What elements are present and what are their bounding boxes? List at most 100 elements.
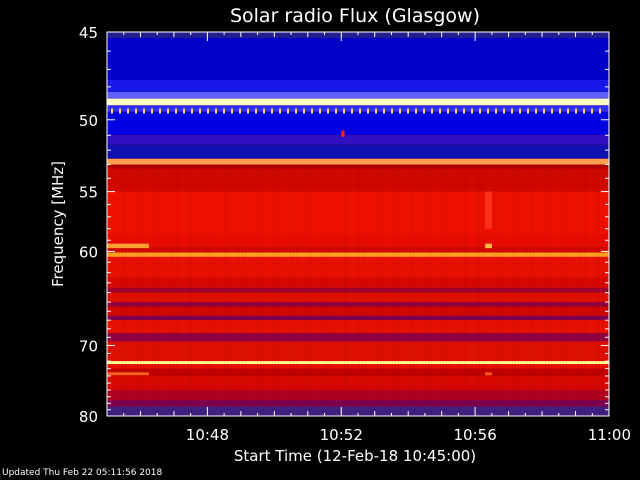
texture-stripe <box>584 168 585 416</box>
texture-stripe <box>551 168 552 416</box>
frequency-band <box>107 277 609 288</box>
texture-stripe <box>122 168 123 416</box>
frequency-band <box>107 191 609 235</box>
frequency-band <box>107 247 609 253</box>
texture-stripe <box>188 168 189 416</box>
texture-stripe <box>182 169 183 416</box>
texture-stripe <box>533 168 534 416</box>
texture-stripe <box>419 169 420 416</box>
texture-stripe <box>326 168 327 416</box>
texture-stripe <box>353 169 354 416</box>
frequency-band <box>107 368 609 376</box>
texture-stripe <box>578 168 579 416</box>
texture-stripe <box>479 168 480 416</box>
interference-dot <box>199 108 201 114</box>
y-tick-label: 60 <box>79 243 98 261</box>
frequency-band <box>107 364 609 369</box>
texture-stripe <box>311 168 312 416</box>
frequency-band <box>107 252 609 257</box>
interference-dot <box>175 108 177 114</box>
texture-stripe <box>389 169 390 416</box>
texture-stripe <box>446 168 447 416</box>
interference-dot <box>591 108 593 114</box>
texture-stripe <box>587 169 588 416</box>
texture-stripe <box>506 169 507 416</box>
interference-dot <box>287 108 289 114</box>
interference-dot <box>431 108 433 114</box>
texture-stripe <box>599 168 600 416</box>
texture-stripe <box>431 168 432 416</box>
texture-stripe <box>356 169 357 416</box>
x-axis: 10:48 10:52 10:56 11:00 <box>106 32 631 444</box>
interference-dot <box>487 108 489 114</box>
interference-dot <box>255 108 257 114</box>
texture-stripe <box>374 168 375 416</box>
texture-stripe <box>371 169 372 416</box>
texture-stripe <box>161 169 162 416</box>
texture-stripe <box>524 169 525 416</box>
texture-stripe <box>452 169 453 416</box>
frequency-band <box>107 302 609 307</box>
interference-dot <box>327 108 329 114</box>
texture-stripe <box>596 168 597 416</box>
texture-stripe <box>215 169 216 416</box>
texture-stripe <box>197 169 198 416</box>
texture-stripe <box>476 168 477 416</box>
texture-stripe <box>314 169 315 416</box>
texture-stripe <box>458 169 459 416</box>
texture-stripe <box>455 169 456 416</box>
texture-stripe <box>443 168 444 416</box>
x-tick-label: 10:48 <box>186 426 229 444</box>
texture-stripe <box>380 168 381 416</box>
interference-dot <box>167 108 169 114</box>
texture-stripe <box>308 168 309 416</box>
texture-stripe <box>266 169 267 416</box>
frequency-band <box>107 111 609 136</box>
interference-dot <box>207 108 209 114</box>
feature-burst <box>107 243 149 249</box>
texture-stripe <box>236 169 237 416</box>
y-axis-label: Frequency [MHz] <box>49 161 67 287</box>
updated-timestamp: Updated Thu Feb 22 05:11:56 2018 <box>2 468 163 478</box>
texture-stripe <box>227 168 228 416</box>
texture-stripe <box>329 168 330 416</box>
texture-stripe <box>209 168 210 416</box>
texture-stripe <box>113 169 114 416</box>
interference-dot <box>383 108 385 114</box>
texture-stripe <box>203 169 204 416</box>
frequency-band <box>107 287 609 293</box>
texture-stripe <box>401 169 402 416</box>
texture-stripe <box>566 168 567 416</box>
texture-stripe <box>554 169 555 416</box>
texture-stripe <box>173 168 174 416</box>
frequency-band <box>107 98 609 106</box>
texture-stripe <box>299 169 300 416</box>
interference-dot <box>191 108 193 114</box>
texture-stripe <box>134 169 135 416</box>
texture-stripe <box>542 169 543 416</box>
texture-stripe <box>395 168 396 416</box>
texture-stripe <box>509 169 510 416</box>
texture-stripe <box>503 169 504 416</box>
x-tick-label: 10:56 <box>454 426 497 444</box>
frequency-band <box>107 135 609 145</box>
x-axis-label: Start Time (12-Feb-18 10:45:00) <box>234 447 476 465</box>
texture-stripe <box>449 168 450 416</box>
time-texture <box>107 168 603 416</box>
texture-stripe <box>410 168 411 416</box>
plot-area <box>107 32 609 416</box>
interference-dot <box>127 108 129 114</box>
chart-title: Solar radio Flux (Glasgow) <box>230 5 480 27</box>
interference-dot <box>295 108 297 114</box>
texture-stripe <box>176 168 177 416</box>
texture-stripe <box>251 169 252 416</box>
texture-stripe <box>239 168 240 416</box>
frequency-band <box>107 79 609 92</box>
y-tick-label: 70 <box>79 337 98 355</box>
texture-stripe <box>470 169 471 416</box>
texture-stripe <box>143 168 144 416</box>
y-tick-label: 50 <box>79 112 98 130</box>
interference-dot <box>599 108 601 114</box>
texture-stripe <box>269 169 270 416</box>
interference-dot <box>271 108 273 114</box>
